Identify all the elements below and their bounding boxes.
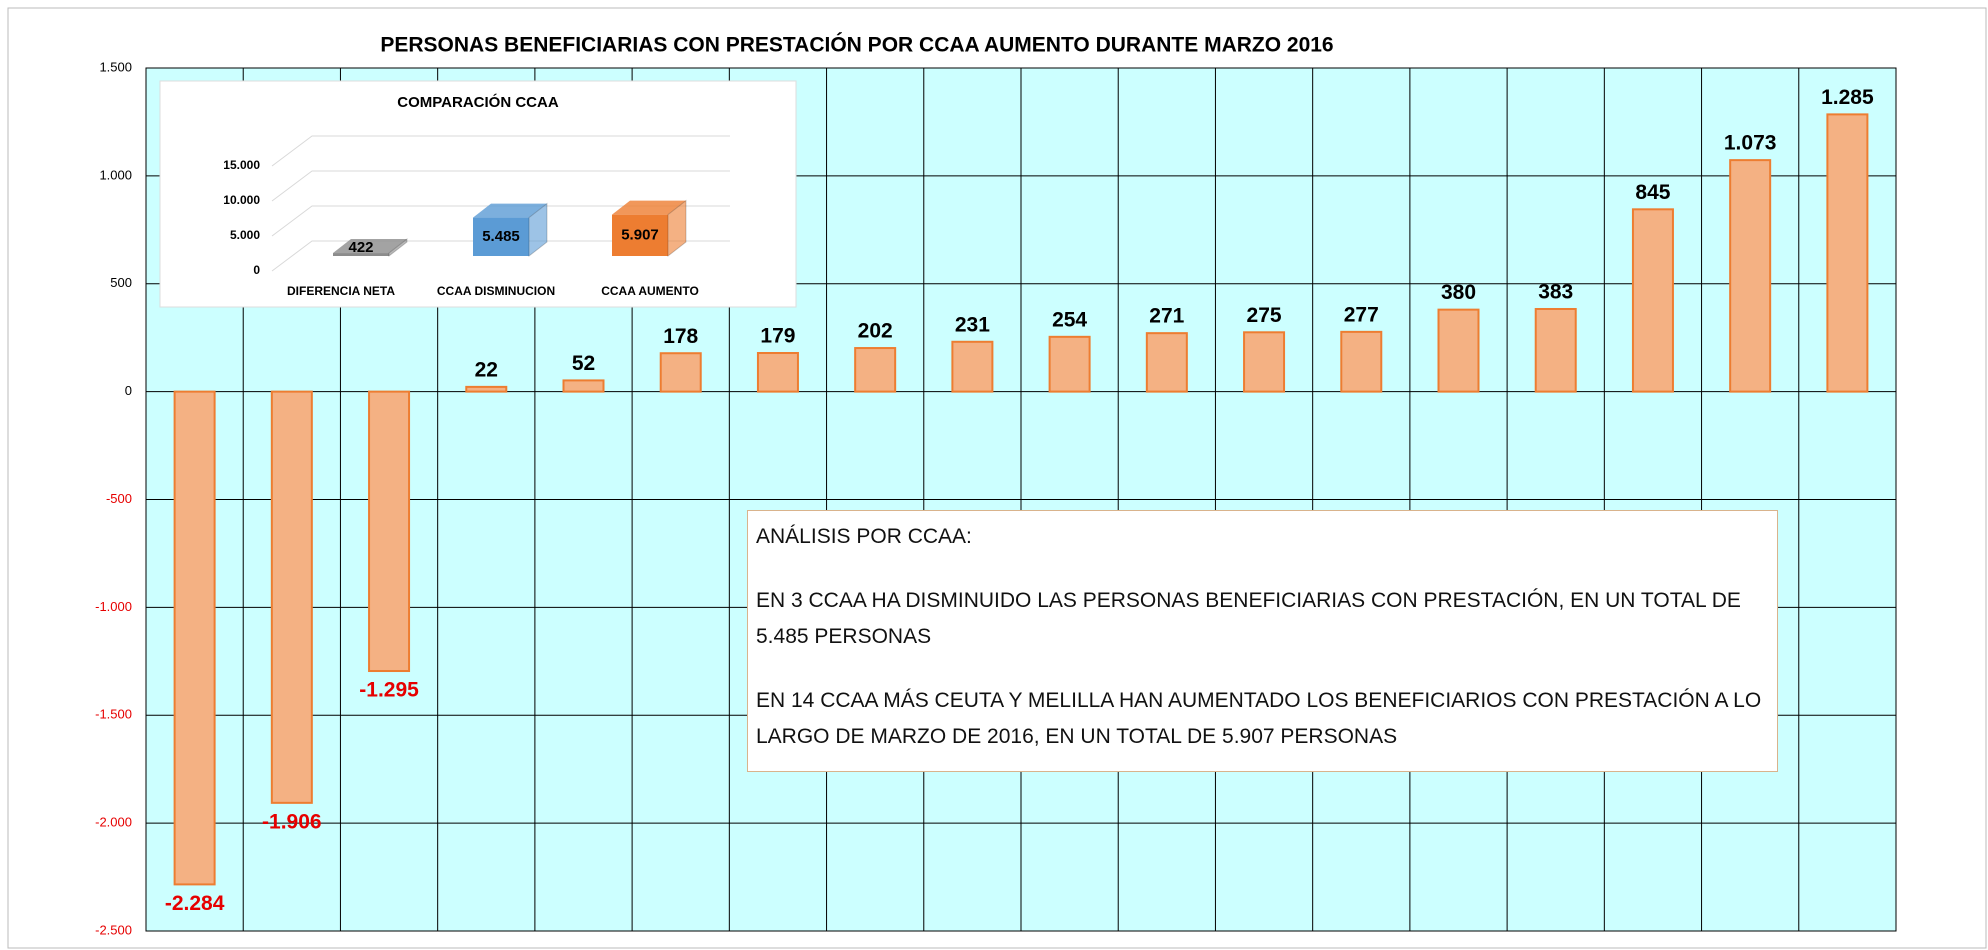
y-tick-label: -500: [106, 491, 132, 506]
data-label: -1.906: [262, 810, 322, 833]
inset-data-label: 5.485: [482, 228, 520, 245]
bar: [951, 340, 994, 393]
y-tick-label: 1.500: [99, 59, 132, 74]
inset-grid-line: [271, 240, 730, 272]
data-label: 178: [663, 325, 698, 348]
bar: [465, 385, 508, 393]
bar: [756, 352, 799, 393]
inset-bar-side: [667, 199, 687, 258]
y-tick-label: -1.000: [95, 599, 132, 614]
bar: [854, 347, 897, 393]
bar: [270, 390, 313, 804]
data-label: 202: [858, 320, 893, 343]
data-label: 1.073: [1724, 132, 1777, 155]
bar: [1534, 307, 1577, 393]
bar: [1048, 335, 1091, 393]
inset-y-tick-label: 5.000: [230, 228, 260, 242]
inset-data-label: 5.907: [621, 226, 659, 243]
data-label: -2.284: [165, 892, 225, 915]
frame: [7, 7, 1987, 949]
bar: [659, 352, 702, 393]
y-tick-label: 0: [125, 383, 132, 398]
inset-grid-line: [271, 135, 730, 167]
data-label: 254: [1052, 308, 1087, 331]
y-tick-label: -2.500: [95, 922, 132, 937]
inset-data-label: 422: [348, 239, 373, 256]
data-label: 271: [1149, 305, 1184, 328]
bar: [1243, 331, 1286, 393]
y-tick-label: -1.500: [95, 707, 132, 722]
annotation-box: ANÁLISIS POR CCAA: EN 3 CCAA HA DISMINUI…: [747, 510, 1778, 772]
bar: [1729, 159, 1772, 393]
bar: [173, 390, 216, 886]
inset-bar-top: [333, 239, 407, 254]
data-label: 22: [475, 358, 498, 381]
data-label: 277: [1344, 303, 1379, 326]
inset-bar-top: [612, 200, 686, 215]
inset-title: COMPARACIÓN CCAA: [397, 93, 559, 111]
data-label: 845: [1635, 181, 1670, 204]
bar: [1437, 308, 1480, 393]
data-label: 179: [760, 325, 795, 348]
inset-bar-side: [528, 202, 548, 258]
inset-x-tick-label: CCAA AUMENTO: [601, 284, 699, 298]
inset-y-tick-label: 15.000: [223, 158, 260, 172]
annotation-title: ANÁLISIS POR CCAA:: [756, 525, 972, 548]
inset-bar: [333, 253, 389, 256]
inset-y-tick-label: 0: [253, 263, 260, 277]
data-label: 52: [572, 352, 595, 375]
inset-bar: [473, 217, 529, 256]
y-tick-label: 500: [110, 275, 132, 290]
bar: [1826, 113, 1869, 393]
inset-bar: [612, 214, 668, 256]
inset-x-tick-label: CCAA DISMINUCION: [437, 284, 555, 298]
bar: [1631, 208, 1674, 393]
annotation-text: EN 3 CCAA HA DISMINUIDO LAS PERSONAS BEN…: [756, 589, 1741, 648]
bar: [562, 379, 605, 393]
inset-panel: [159, 80, 797, 308]
inset-grid-line: [271, 170, 730, 202]
chart-title: PERSONAS BENEFICIARIAS CON PRESTACIÓN PO…: [380, 33, 1333, 57]
annotation-text: EN 14 CCAA MÁS CEUTA Y MELILLA HAN AUMEN…: [756, 689, 1762, 748]
data-label: 383: [1538, 281, 1573, 304]
data-label: 275: [1247, 304, 1282, 327]
inset-x-tick-label: DIFERENCIA NETA: [287, 284, 395, 298]
data-label: -1.295: [359, 679, 419, 702]
data-label: 1.285: [1821, 86, 1874, 109]
data-label: 380: [1441, 281, 1476, 304]
inset-grid-line: [271, 205, 730, 237]
y-tick-label: 1.000: [99, 167, 132, 182]
inset-bar-top: [473, 203, 547, 218]
data-label: 231: [955, 313, 990, 336]
y-tick-label: -2.000: [95, 815, 132, 830]
bar: [1340, 330, 1383, 393]
bar: [368, 390, 411, 673]
inset-y-tick-label: 10.000: [223, 193, 260, 207]
bar: [1145, 332, 1188, 393]
inset-bar-side: [388, 238, 408, 258]
